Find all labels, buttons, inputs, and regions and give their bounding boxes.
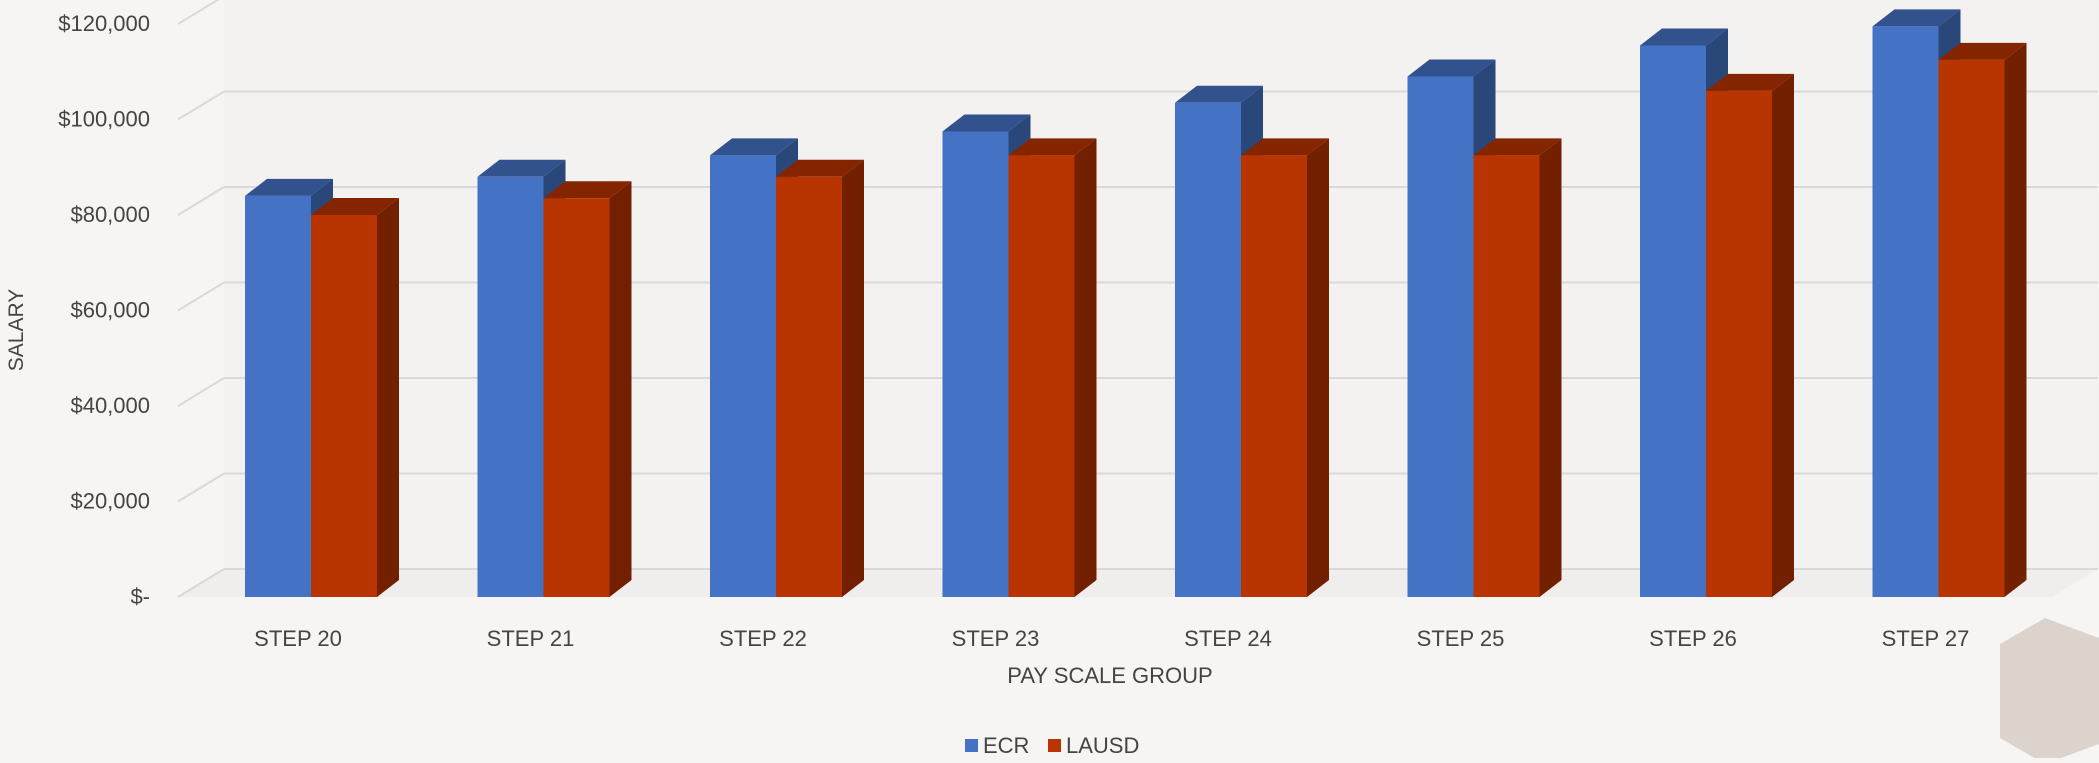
- decorative-hexagon: [2000, 618, 2099, 763]
- y-axis-label: SALARY: [5, 289, 28, 372]
- legend-swatch-ecr: [965, 739, 978, 752]
- gridline-side: [177, 0, 220, 25]
- bar-lausd-6: [1473, 138, 1562, 597]
- floor: [178, 569, 2098, 597]
- y-axis-ticks: $- $20,000 $40,000 $60,000 $80,000 $100,000 $1…: [58, 11, 150, 609]
- x-axis-ticks: STEP 20 STEP 21 STEP 22 STEP 23 STEP 24 STEP …: [254, 626, 1969, 651]
- gridline-side: [177, 377, 225, 407]
- bars: [245, 9, 2027, 598]
- y-tick-label: $60,000: [70, 298, 150, 323]
- y-tick-label: $-: [130, 584, 150, 609]
- bar-lausd-5: [1241, 138, 1329, 597]
- bar-lausd-3: [776, 159, 864, 598]
- legend-swatch-lausd: [1048, 739, 1061, 752]
- bar-lausd-8: [1938, 42, 2027, 597]
- x-tick-label: STEP 23: [952, 626, 1040, 651]
- y-tick-label: $20,000: [70, 489, 150, 514]
- bar-lausd-4: [1008, 138, 1097, 597]
- y-tick-label: $120,000: [58, 11, 150, 36]
- gridline-side: [177, 472, 225, 503]
- legend: ECR LAUSD: [965, 733, 1139, 758]
- x-tick-label: STEP 25: [1417, 626, 1505, 651]
- y-tick-label: $40,000: [70, 393, 150, 418]
- bar-lausd-1: [311, 198, 399, 597]
- y-tick-label: $100,000: [58, 107, 150, 132]
- x-tick-label: STEP 22: [719, 626, 807, 651]
- x-tick-label: STEP 27: [1882, 626, 1970, 651]
- chart-walls: [178, 0, 2098, 597]
- gridline-side: [177, 186, 225, 216]
- legend-label-lausd: LAUSD: [1066, 733, 1139, 758]
- x-tick-label: STEP 20: [254, 626, 342, 651]
- gridline-side: [177, 90, 225, 121]
- bar-lausd-2: [543, 181, 632, 597]
- back-wall: [224, 0, 2098, 569]
- bar-lausd-7: [1706, 73, 1794, 598]
- legend-label-ecr: ECR: [983, 733, 1029, 758]
- gridline-side: [177, 281, 225, 312]
- x-axis-label: PAY SCALE GROUP: [1007, 663, 1212, 688]
- x-tick-label: STEP 21: [487, 626, 575, 651]
- x-tick-label: STEP 24: [1184, 626, 1272, 651]
- gridline-side: [177, 568, 225, 598]
- x-tick-label: STEP 26: [1649, 626, 1737, 651]
- y-tick-label: $80,000: [70, 202, 150, 227]
